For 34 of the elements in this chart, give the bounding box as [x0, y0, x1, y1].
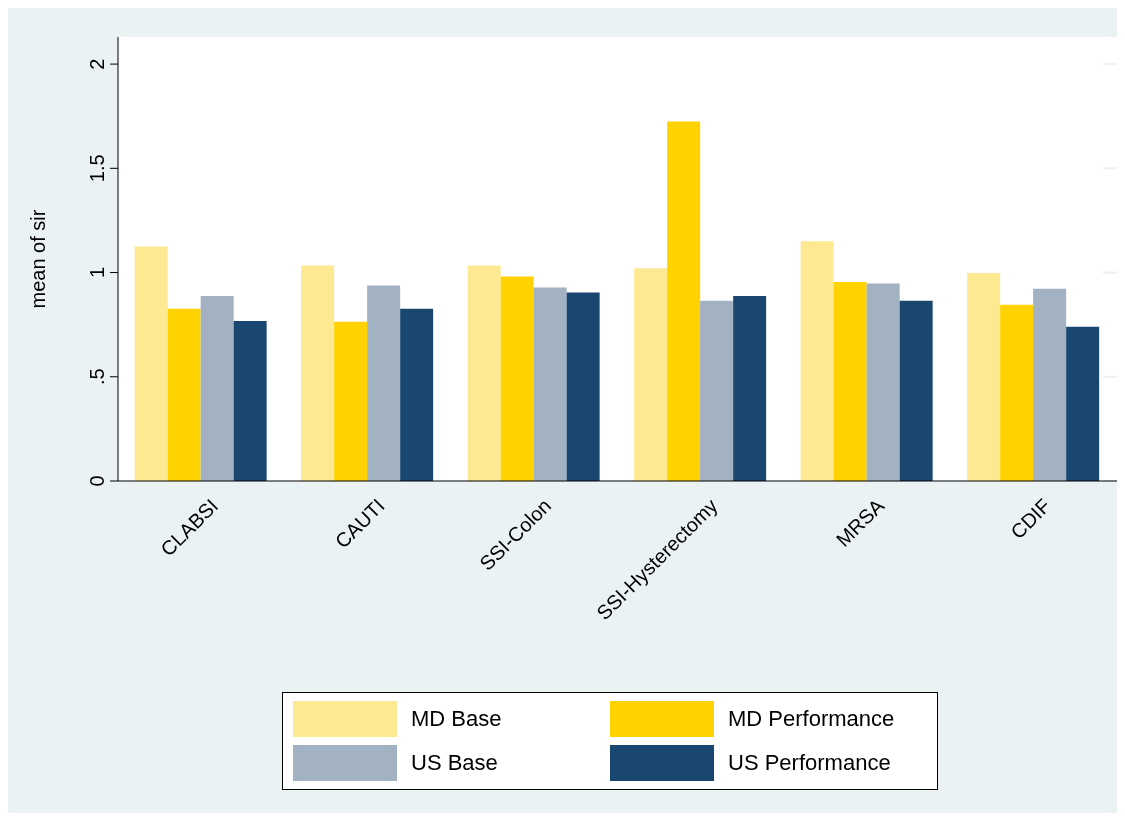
bar — [367, 285, 401, 481]
bar — [833, 281, 867, 481]
bar — [500, 276, 534, 481]
y-axis-title: mean of sir — [27, 209, 50, 309]
bar — [866, 283, 900, 481]
y-tick-label: 0 — [86, 475, 108, 487]
y-tick-label: 1 — [86, 266, 108, 279]
y-tick-label: 1.5 — [86, 154, 108, 183]
bar — [667, 121, 701, 481]
legend-label: MD Base — [411, 706, 502, 732]
bar — [1066, 326, 1100, 481]
bar — [800, 241, 834, 481]
y-tick-label: .5 — [86, 368, 108, 386]
bar — [467, 265, 501, 481]
bar — [301, 265, 335, 481]
bar — [200, 295, 234, 481]
bar — [967, 272, 1001, 481]
legend-label: US Base — [411, 750, 498, 776]
bar — [400, 308, 434, 481]
bar — [899, 300, 933, 481]
bar — [1033, 288, 1067, 481]
bar — [733, 295, 767, 481]
legend-label: US Performance — [728, 750, 891, 776]
bar — [700, 300, 734, 481]
bar — [233, 320, 267, 481]
bar — [566, 292, 600, 481]
bar — [334, 321, 368, 481]
y-tick-label: 2 — [86, 58, 108, 70]
legend-label: MD Performance — [728, 706, 895, 732]
bar — [634, 268, 668, 481]
bar — [134, 246, 168, 481]
bar — [167, 308, 201, 481]
bar — [533, 287, 567, 481]
bar — [1000, 304, 1034, 481]
